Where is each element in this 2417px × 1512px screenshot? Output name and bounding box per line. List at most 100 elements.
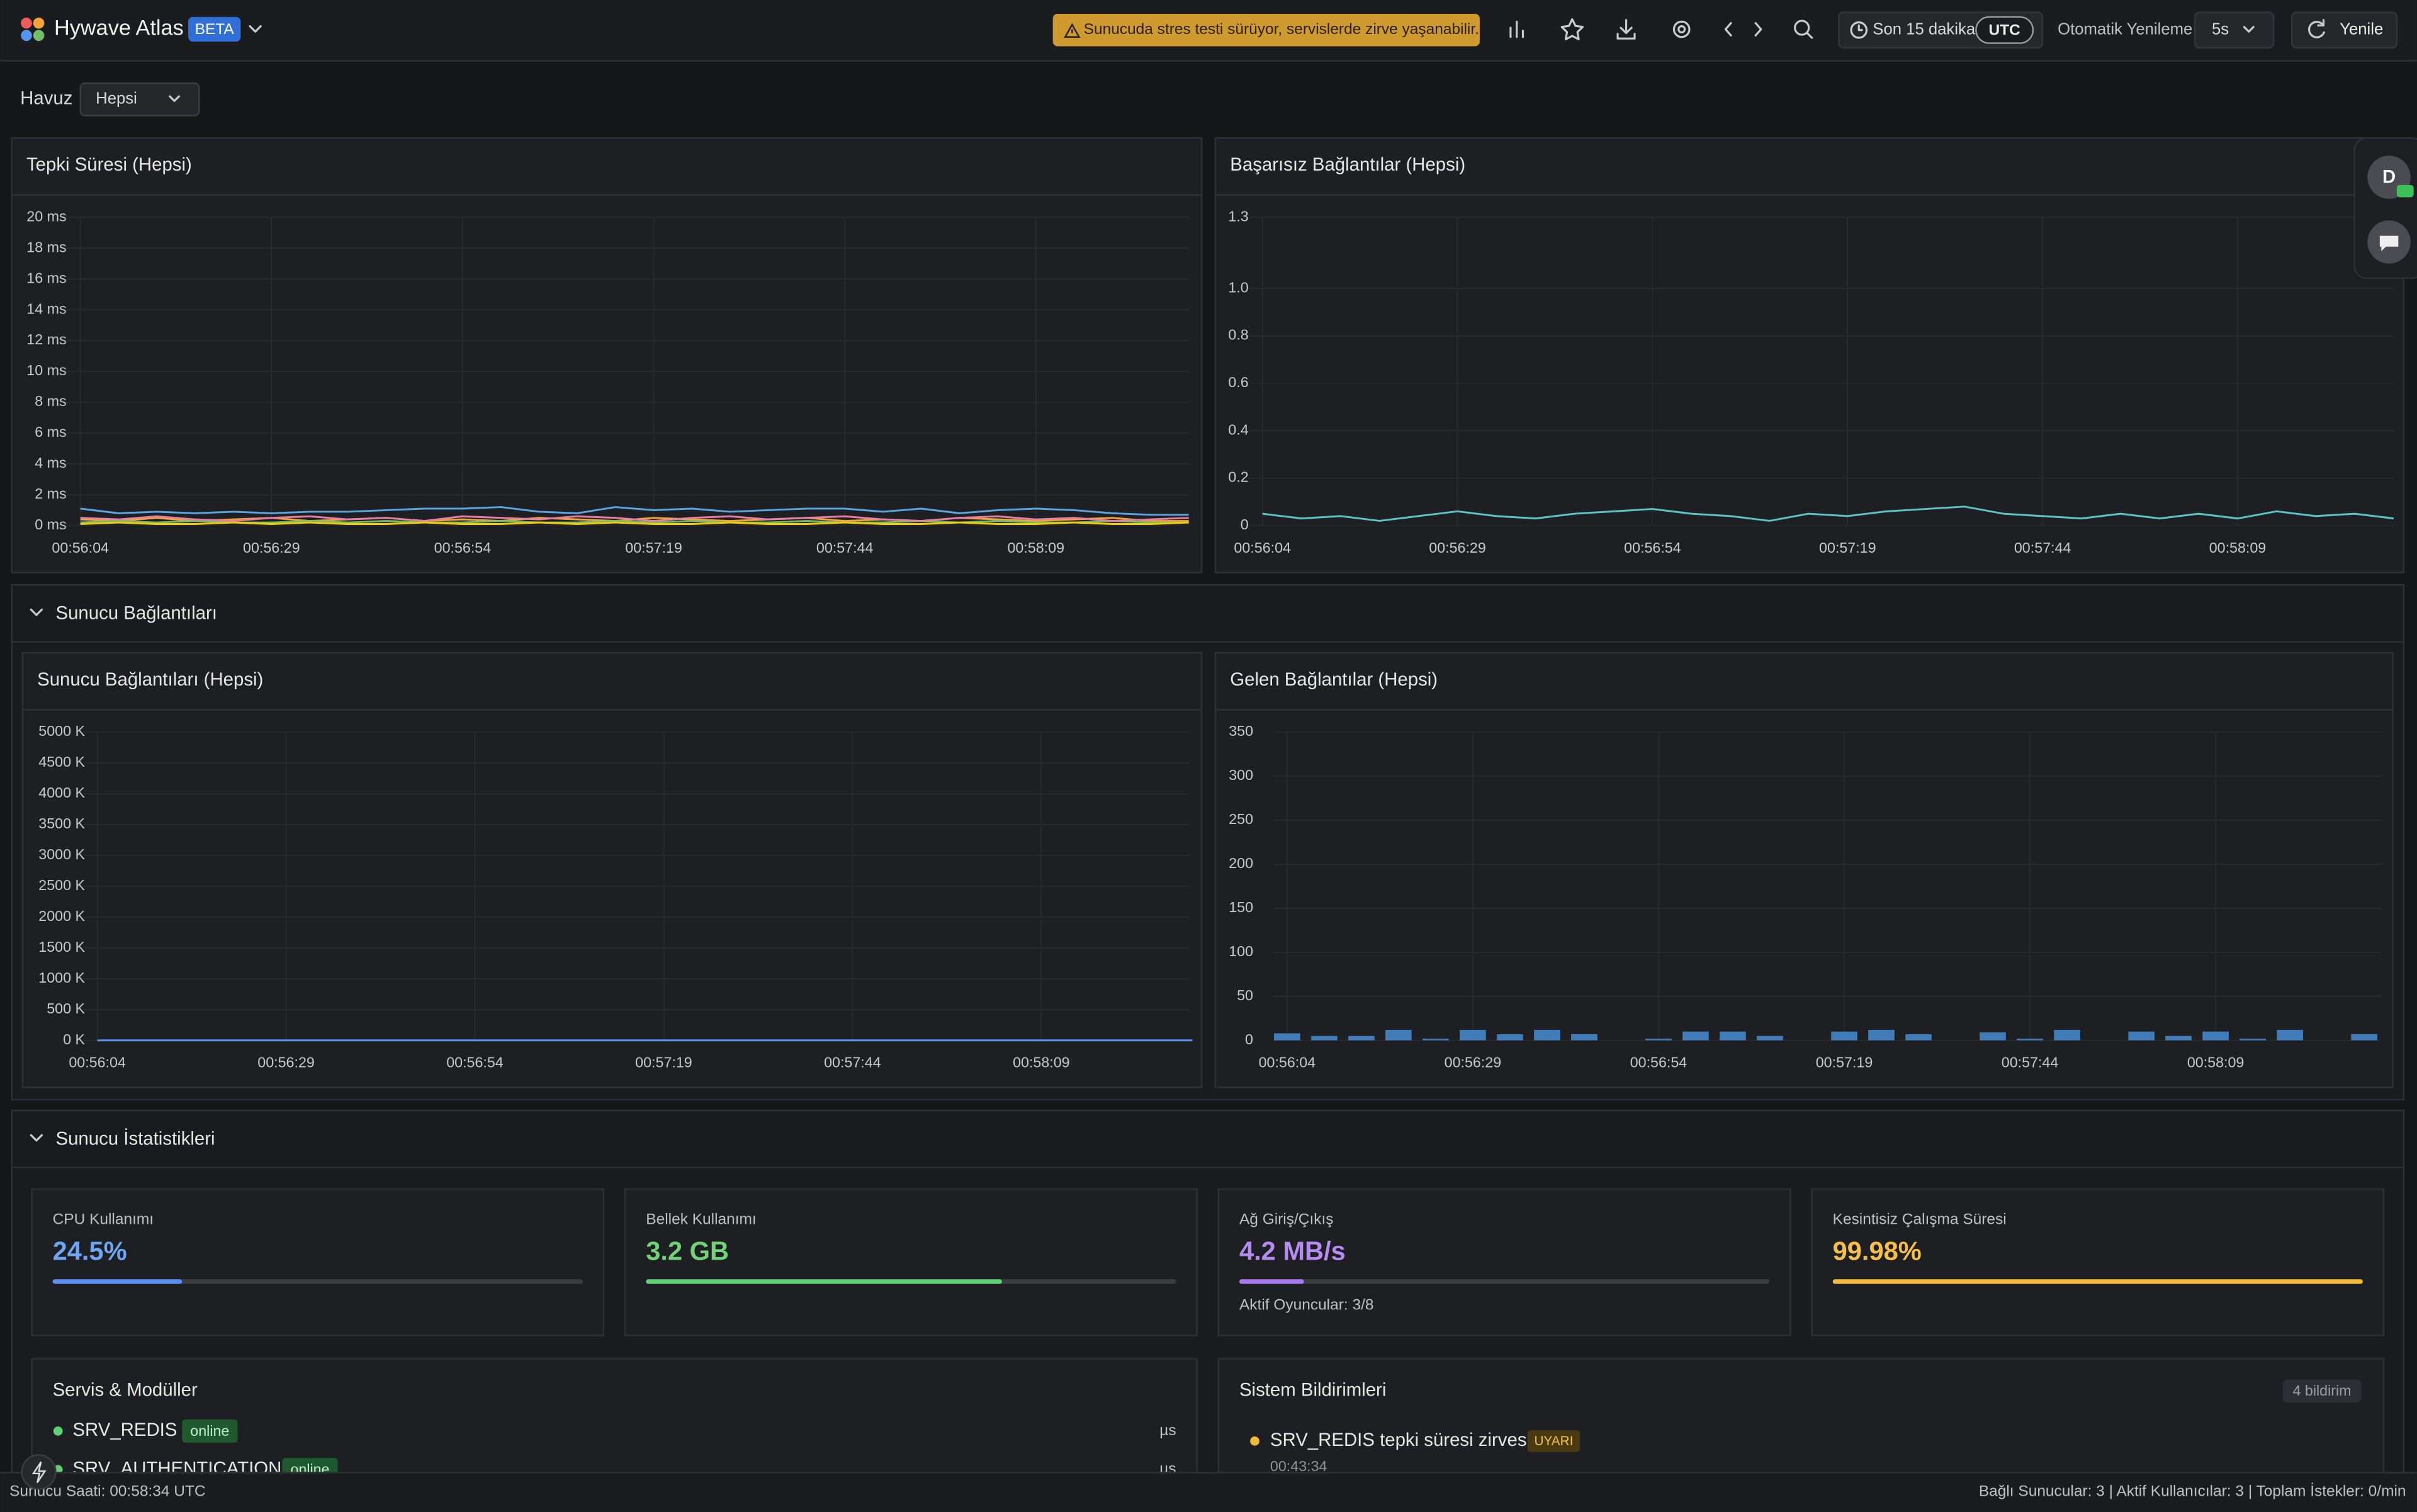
bar — [1720, 1031, 1746, 1041]
timezone-pill[interactable] — [1975, 16, 2034, 44]
y-tick-label: 0.4 — [1228, 421, 1248, 437]
bar — [1571, 1034, 1597, 1041]
progress-fill — [1239, 1279, 1304, 1284]
x-tick-label: 00:58:09 — [1013, 1054, 1070, 1071]
quick-action-icon — [31, 1461, 47, 1484]
chart-button[interactable] — [1509, 20, 1524, 38]
top-bar: Hywave Atlas BETA Sunucuda stres testi s… — [0, 0, 2417, 62]
section-toggle[interactable] — [30, 608, 43, 616]
y-tick-label: 0.8 — [1228, 327, 1248, 343]
x-tick-label: 00:56:54 — [1630, 1054, 1687, 1071]
next-button[interactable] — [1754, 22, 1762, 37]
bar — [2277, 1029, 2303, 1041]
progress-fill — [1832, 1279, 2363, 1284]
y-tick-label: 4000 K — [38, 784, 85, 801]
y-tick-label: 0 K — [63, 1031, 85, 1047]
services-panel — [31, 1358, 1198, 1472]
y-tick-label: 18 ms — [26, 239, 66, 255]
settings-button[interactable] — [1672, 20, 1691, 38]
bar — [1311, 1035, 1338, 1041]
panel-title: Sunucu Bağlantıları (Hepsi) — [37, 669, 263, 690]
bar — [2128, 1031, 2155, 1041]
section-toggle[interactable] — [30, 1134, 43, 1142]
x-tick-label: 00:56:29 — [257, 1054, 315, 1071]
status-badge — [282, 1458, 338, 1472]
y-tick-label: 20 ms — [26, 208, 66, 224]
bar — [1831, 1031, 1857, 1041]
avatar-initial: D — [2382, 167, 2396, 188]
status-badge — [182, 1419, 238, 1443]
y-tick-label: 1000 K — [38, 969, 85, 986]
stats-section: Sunucu İstatistikleri CPU Kullanımı 24.5… — [11, 1109, 2405, 1477]
star-button[interactable] — [1560, 18, 1584, 41]
stat-card — [31, 1188, 605, 1336]
bar — [2351, 1034, 2377, 1041]
download-button[interactable] — [1616, 19, 1636, 40]
refresh-icon — [2308, 19, 2325, 38]
panel — [11, 137, 1203, 573]
panel — [1214, 652, 2394, 1088]
section-title: Sunucu Bağlantıları — [56, 603, 217, 624]
y-tick-label: 2 ms — [35, 485, 66, 502]
y-tick-label: 250 — [1229, 811, 1253, 827]
x-tick-label: 00:58:09 — [2209, 539, 2267, 556]
bar — [1868, 1029, 1895, 1041]
x-tick-label: 00:57:19 — [1816, 1054, 1873, 1071]
auto-refresh-label: Otomatik Yenileme — [2058, 21, 2192, 38]
x-tick-label: 00:57:44 — [2014, 539, 2071, 556]
y-tick-label: 1.0 — [1228, 279, 1248, 295]
progress-fill — [52, 1279, 183, 1284]
service-name: SRV_REDIS — [72, 1419, 177, 1440]
x-tick-label: 00:58:09 — [2187, 1054, 2245, 1071]
filter-value: Hepsi — [96, 90, 137, 108]
stat-card — [624, 1188, 1198, 1336]
x-tick-label: 00:56:29 — [243, 539, 300, 556]
status-dot — [53, 1426, 63, 1436]
filter-select[interactable] — [79, 82, 200, 116]
stat-label: Kesintisiz Çalışma Süresi — [1833, 1210, 2007, 1227]
beta-text: BETA — [195, 21, 235, 38]
alert-icon — [1064, 23, 1081, 38]
y-tick-label: 2000 K — [38, 908, 85, 924]
bar — [2165, 1035, 2192, 1041]
chart-panels: Tepki Süresi (Hepsi) Başarısız Bağlantıl… — [11, 137, 2405, 1101]
bar — [1534, 1029, 1560, 1041]
bar — [1423, 1038, 1449, 1041]
series-line — [80, 515, 1189, 522]
x-tick-label: 00:57:44 — [816, 539, 874, 556]
y-tick-label: 1.3 — [1228, 208, 1248, 224]
alert-banner — [1052, 14, 1480, 47]
section-title: Sunucu İstatistikleri — [56, 1128, 215, 1149]
y-tick-label: 12 ms — [26, 331, 66, 347]
panel-title: Servis & Modüller — [53, 1380, 198, 1401]
x-tick-label: 00:56:04 — [1259, 1054, 1316, 1071]
filter-label: Havuz — [20, 88, 72, 109]
app-menu-chevron[interactable] — [249, 25, 262, 33]
status-bar: Sunucu Saati: 00:58:34 UTC Bağlı Sunucul… — [0, 1454, 2417, 1512]
app-name: Hywave Atlas — [54, 16, 184, 40]
notification-text: SRV_REDIS tepki süresi zirvesi — [1270, 1430, 1531, 1450]
panel-title: Gelen Bağlantılar (Hepsi) — [1230, 669, 1438, 690]
bar — [1460, 1029, 1486, 1041]
x-tick-label: 00:56:04 — [1234, 539, 1291, 556]
notification-dot — [1250, 1436, 1259, 1446]
auto-refresh-select[interactable] — [2194, 11, 2275, 49]
bar — [1385, 1029, 1412, 1041]
y-tick-label: 3500 K — [38, 815, 85, 832]
panel-title: Sistem Bildirimleri — [1239, 1380, 1386, 1401]
level-badge — [1527, 1430, 1580, 1452]
count-text: 4 bildirim — [2293, 1382, 2352, 1399]
stat-label: Bellek Kullanımı — [646, 1210, 756, 1227]
x-tick-label: 00:57:19 — [1819, 539, 1876, 556]
status-summary: Bağlı Sunucular: 3 | Aktif Kullanıcılar:… — [1979, 1483, 2406, 1500]
bar — [1274, 1033, 1300, 1041]
prev-button[interactable] — [1724, 22, 1732, 37]
y-tick-label: 2500 K — [38, 877, 85, 893]
status-text: online — [290, 1461, 329, 1477]
x-tick-label: 00:57:19 — [635, 1054, 692, 1071]
logo — [21, 17, 45, 42]
y-tick-label: 0.6 — [1228, 374, 1248, 390]
search-button[interactable] — [1794, 20, 1810, 36]
